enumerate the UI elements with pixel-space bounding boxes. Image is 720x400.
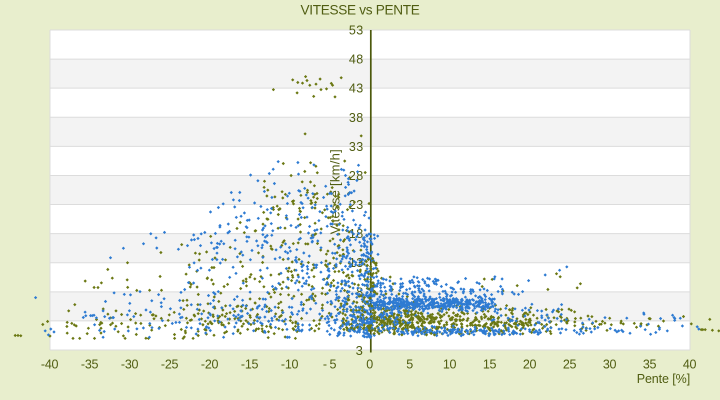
svg-text:40: 40 [683, 357, 697, 371]
svg-text:-15: -15 [241, 357, 259, 371]
svg-text:53: 53 [349, 24, 363, 38]
svg-text:-5: -5 [323, 357, 337, 371]
svg-text:28: 28 [349, 169, 363, 183]
svg-text:-40: -40 [41, 357, 59, 371]
svg-text:Pente [%]: Pente [%] [637, 372, 691, 386]
svg-text:15: 15 [483, 357, 497, 371]
svg-text:43: 43 [349, 82, 363, 96]
svg-text:33: 33 [349, 140, 363, 154]
svg-text:25: 25 [563, 357, 577, 371]
svg-text:3: 3 [356, 343, 363, 358]
svg-text:38: 38 [349, 111, 363, 125]
svg-text:5: 5 [406, 357, 413, 371]
svg-text:35: 35 [643, 357, 657, 371]
svg-text:-25: -25 [161, 357, 179, 371]
svg-text:20: 20 [523, 357, 537, 371]
svg-text:-30: -30 [121, 357, 139, 371]
svg-text:10: 10 [443, 357, 457, 371]
svg-text:VITESSE vs PENTE: VITESSE vs PENTE [300, 2, 419, 17]
svg-text:48: 48 [349, 53, 363, 67]
svg-text:0: 0 [366, 357, 373, 371]
svg-text:18: 18 [349, 227, 363, 241]
svg-text:-20: -20 [201, 357, 219, 371]
svg-text:8: 8 [356, 285, 363, 299]
svg-text:30: 30 [603, 357, 617, 371]
svg-text:-35: -35 [81, 357, 99, 371]
svg-text:23: 23 [349, 198, 363, 212]
svg-text:-10: -10 [281, 357, 299, 371]
